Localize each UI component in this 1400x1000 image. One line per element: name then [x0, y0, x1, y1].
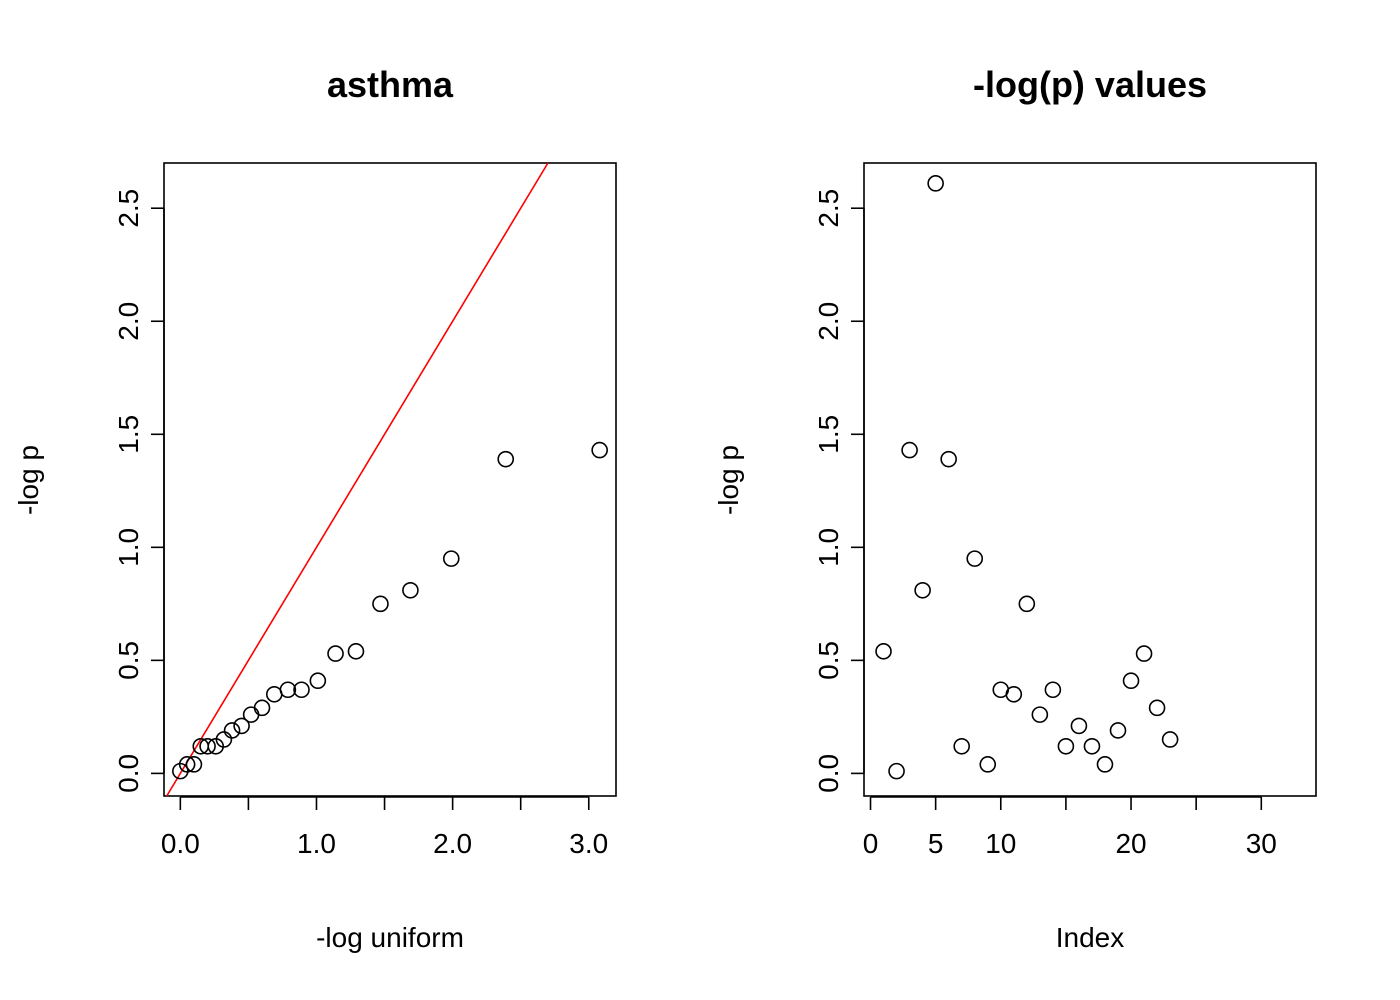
y-tick-label: 2.5: [113, 189, 144, 228]
data-point: [888, 762, 905, 780]
y-tick-label: 0.0: [113, 754, 144, 793]
x-tick-label: 0: [863, 828, 879, 859]
chart-title: asthma: [327, 64, 454, 105]
data-point: [914, 581, 931, 599]
y-tick-label: 1.0: [813, 528, 844, 567]
x-tick-label: 5: [928, 828, 944, 859]
y-tick-label: 1.0: [113, 528, 144, 567]
panel-log-p-values: -log(p) values 0 5 10 20 30 0.0 0.5 1.0 1.5 2.0 2…: [713, 64, 1317, 953]
x-tick-label: 10: [985, 828, 1016, 859]
chart-title: -log(p) values: [973, 64, 1207, 105]
data-point: [966, 550, 984, 567]
data-point: [242, 706, 260, 723]
data-point: [402, 581, 419, 599]
data-point: [591, 441, 608, 459]
y-tick-label: 1.5: [113, 415, 144, 454]
x-tick-label: 20: [1115, 828, 1146, 859]
reference-line-group: [166, 162, 549, 797]
reference-line: [166, 162, 549, 797]
data-point: [1005, 685, 1023, 703]
data-point: [347, 643, 365, 660]
points-group: [875, 175, 1179, 780]
x-tick-label: 2.0: [433, 828, 472, 859]
y-tick-label: 0.5: [813, 641, 844, 680]
data-point: [233, 717, 250, 735]
data-point: [1031, 706, 1049, 723]
data-point: [199, 737, 216, 755]
y-tick-label: 2.0: [813, 302, 844, 341]
y-axis-label: -log p: [713, 445, 744, 515]
data-point: [1044, 681, 1062, 699]
x-axis: 0 5 10 20 30: [863, 796, 1277, 859]
y-tick-label: 0.0: [813, 754, 844, 793]
data-point: [185, 756, 203, 773]
y-axis: 0.0 0.5 1.0 1.5 2.0 2.5: [113, 189, 165, 793]
data-point: [223, 722, 241, 739]
x-tick-label: 30: [1246, 828, 1277, 859]
y-tick-label: 2.5: [813, 189, 844, 228]
y-axis-label: -log p: [13, 445, 44, 515]
y-tick-label: 1.5: [813, 415, 844, 454]
data-point: [293, 681, 310, 699]
data-point: [875, 643, 892, 660]
data-point: [953, 737, 970, 755]
data-point: [1135, 645, 1153, 662]
data-point: [253, 699, 271, 717]
y-tick-label: 0.5: [113, 641, 144, 680]
data-point: [901, 441, 918, 459]
x-tick-label: 3.0: [569, 828, 608, 859]
data-point: [1096, 756, 1114, 773]
data-point: [309, 672, 327, 690]
data-point: [1148, 699, 1166, 717]
data-point: [927, 175, 944, 192]
y-tick-label: 2.0: [113, 302, 144, 341]
data-point: [497, 450, 515, 468]
data-point: [327, 645, 344, 662]
points-group: [172, 441, 608, 780]
panel-asthma: asthma 0.0 1.0 2.0 3.0 0.0 0.5 1.0 1.5 2.0 2.5 -…: [13, 64, 617, 953]
data-point: [940, 450, 957, 468]
plot-frame: [163, 162, 617, 797]
data-point: [442, 550, 460, 567]
data-point: [1018, 595, 1036, 613]
plot-frame: [863, 162, 1317, 797]
data-point: [1070, 717, 1088, 735]
data-point: [1122, 672, 1140, 690]
data-point: [178, 756, 196, 773]
x-axis-label: Index: [1056, 922, 1125, 953]
y-axis: 0.0 0.5 1.0 1.5 2.0 2.5: [813, 189, 865, 793]
data-point: [1057, 737, 1075, 755]
data-point: [1083, 737, 1101, 755]
data-point: [279, 681, 297, 699]
x-tick-label: 0.0: [161, 828, 200, 859]
x-axis-label: -log uniform: [316, 922, 464, 953]
data-point: [1161, 731, 1179, 748]
x-axis: 0.0 1.0 2.0 3.0: [161, 796, 608, 859]
data-point: [265, 685, 283, 703]
data-point: [1109, 722, 1127, 739]
data-point: [372, 595, 389, 613]
data-point: [215, 731, 233, 748]
x-tick-label: 1.0: [297, 828, 336, 859]
data-point: [979, 756, 997, 773]
